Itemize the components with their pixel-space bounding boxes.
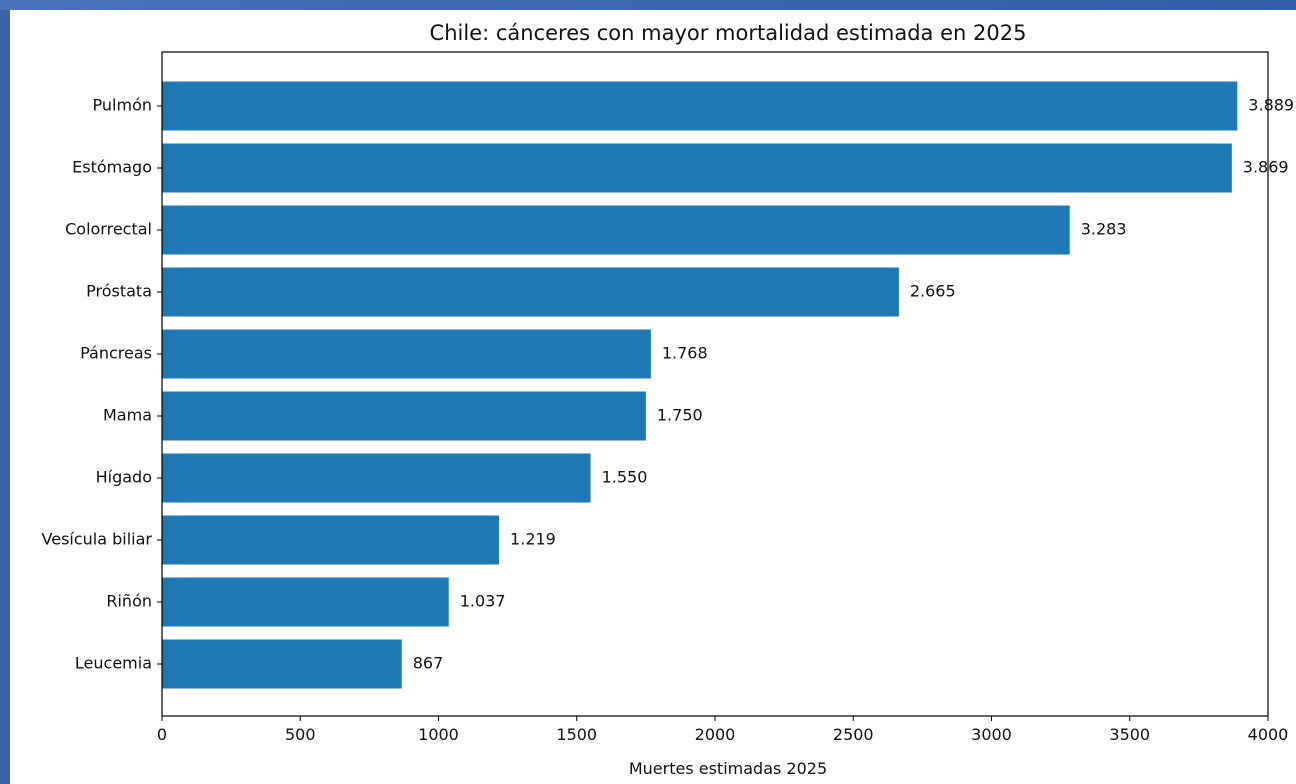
x-tick-label-7: 3000 [971,725,1012,744]
value-label-5: 1.768 [662,344,708,363]
value-label-3: 3.283 [1081,220,1127,239]
value-labels-layer: 3.889 3.869 3.283 2.665 1.768 1.750 1.550 1.219… [413,96,1294,673]
value-label-2: 3.869 [1243,158,1289,177]
y-tick-label-7: Hígado [96,468,152,487]
plot-frame [161,51,1269,717]
bars-layer [162,81,1238,689]
bar-9 [162,577,449,627]
x-tick-label-1: 0 [157,725,167,744]
x-tick-label-5: 2000 [695,725,736,744]
value-label-8: 1.219 [510,530,556,549]
x-tick-label-8: 3500 [1109,725,1150,744]
x-tick-label-4: 1500 [556,725,597,744]
value-label-1: 3.889 [1248,96,1294,115]
y-tick-label-5: Páncreas [80,344,152,363]
bar-1 [162,81,1238,131]
y-tick-label-6: Mama [103,406,152,425]
y-tick-label-1: Pulmón [93,96,152,115]
y-tick-label-2: Estómago [72,158,152,177]
chart-title: Chile: cánceres con mayor mortalidad est… [430,21,1027,45]
y-tick-label-9: Riñón [106,592,152,611]
y-tick-label-3: Colorrectal [65,220,152,239]
bar-10 [162,639,402,689]
x-axis-title: Muertes estimadas 2025 [629,759,827,778]
x-tick-label-9: 4000 [1248,725,1289,744]
background-top-strip [0,0,1296,10]
value-label-10: 867 [413,654,444,673]
value-label-7: 1.550 [602,468,648,487]
value-label-9: 1.037 [460,592,506,611]
y-axis-ticks: Pulmón Estómago Colorrectal Próstata Páncrea… [42,96,162,673]
x-tick-label-3: 1000 [418,725,459,744]
y-tick-label-8: Vesícula biliar [42,530,153,549]
bar-2 [162,143,1232,193]
x-tick-label-2: 500 [285,725,316,744]
x-tick-label-6: 2500 [833,725,874,744]
bar-8 [162,515,500,565]
bar-7 [162,453,591,503]
bar-5 [162,329,651,379]
bar-3 [162,205,1070,255]
value-label-4: 2.665 [910,282,956,301]
y-tick-label-4: Próstata [86,282,152,301]
x-axis-ticks: 0 500 1000 1500 2000 2500 3000 3500 4000 [157,716,1288,744]
value-label-6: 1.750 [657,406,703,425]
y-tick-label-10: Leucemia [75,654,152,673]
bar-6 [162,391,646,441]
bar-4 [162,267,899,317]
